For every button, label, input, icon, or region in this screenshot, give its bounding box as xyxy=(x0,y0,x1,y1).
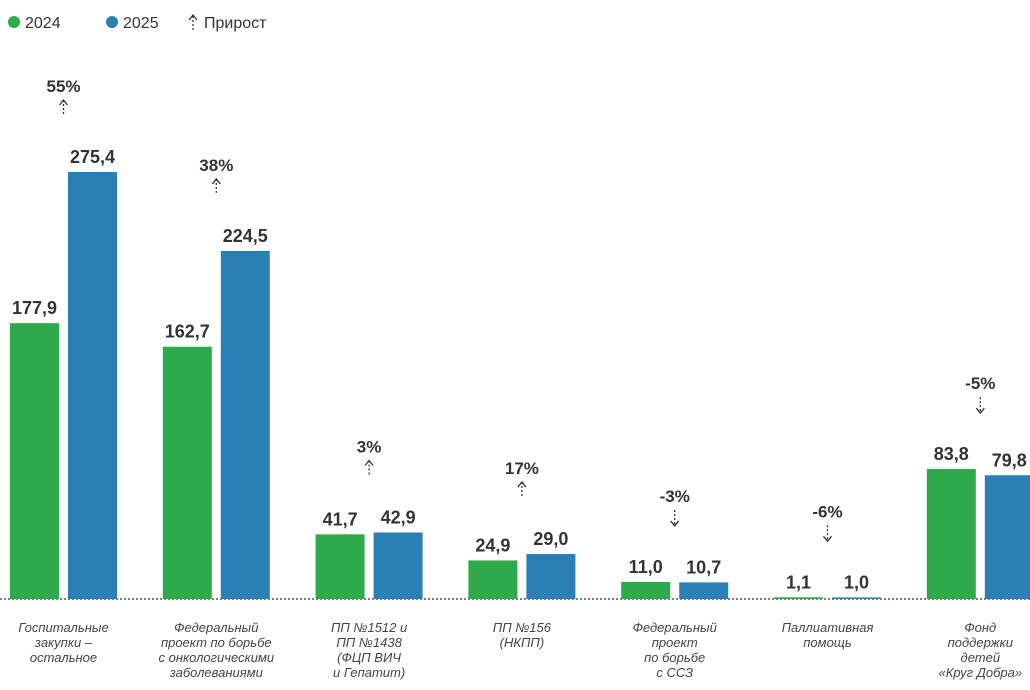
category-label: Госпитальные закупки – остальное xyxy=(18,620,108,665)
category-label: Фонд поддержки детей «Круг Добра» xyxy=(938,620,1022,680)
value-label: 42,9 xyxy=(381,507,416,527)
growth-arrow-head xyxy=(670,520,680,527)
category-line: (НКПП) xyxy=(500,635,545,650)
bar xyxy=(526,554,576,599)
growth-label: -3% xyxy=(660,487,690,506)
growth-arrow xyxy=(975,397,985,415)
growth-label: 17% xyxy=(505,459,539,478)
bar xyxy=(926,469,976,599)
category-line: Федеральный xyxy=(174,620,258,635)
legend-label: 2025 xyxy=(123,15,159,32)
legend-label: 2024 xyxy=(25,15,61,32)
value-label: 83,8 xyxy=(934,444,969,464)
category-line: помощь xyxy=(803,635,852,650)
category-line: заболеваниями xyxy=(169,665,263,680)
growth-arrow xyxy=(364,459,374,477)
category-line: с онкологическими xyxy=(158,650,274,665)
category-line: и Гепатит) xyxy=(333,665,405,680)
value-label: 10,7 xyxy=(686,557,721,577)
legend-label: Прирост xyxy=(204,15,267,32)
value-label: 162,7 xyxy=(165,322,210,342)
category-label: Федеральный проект по борьбе с онкологичес… xyxy=(158,620,274,680)
category-label: ПП №1512 и ПП №1438 (ФЦП ВИЧ и Гепатит) xyxy=(331,620,407,680)
value-label: 224,5 xyxy=(223,226,268,246)
category-line: «Круг Добра» xyxy=(938,665,1022,680)
bar xyxy=(373,532,423,599)
bar xyxy=(315,534,365,599)
category-line: Федеральный xyxy=(633,620,717,635)
growth-label: 38% xyxy=(199,156,233,175)
growth-arrow-head xyxy=(975,407,985,415)
bar xyxy=(832,597,881,599)
category-line: (ФЦП ВИЧ xyxy=(337,650,401,665)
category-label: Федеральный проект по борьбе с ССЗ xyxy=(633,620,717,680)
growth-arrow-head xyxy=(364,459,374,466)
bar xyxy=(468,560,518,599)
growth-arrow xyxy=(670,509,680,527)
category-line: Паллиативная xyxy=(782,620,874,635)
value-label: 79,8 xyxy=(992,450,1027,470)
bar xyxy=(162,346,212,599)
category-line: ПП №1512 и xyxy=(331,620,407,635)
bar xyxy=(774,597,823,599)
value-label: 177,9 xyxy=(12,298,57,318)
growth-label: 55% xyxy=(46,77,80,96)
growth-arrow xyxy=(58,98,69,116)
value-label: 24,9 xyxy=(475,535,510,555)
legend-arrow xyxy=(188,13,198,30)
value-label: 41,7 xyxy=(323,509,358,529)
legend-swatch xyxy=(106,16,118,28)
legend-swatch xyxy=(8,16,20,28)
growth-arrow xyxy=(211,177,221,195)
category-label: ПП №156 (НКПП) xyxy=(493,620,552,650)
category-line: по борьбе xyxy=(644,650,705,665)
value-label: 1,1 xyxy=(786,572,811,592)
category-line: остальное xyxy=(30,650,97,665)
category-label: Паллиативная помощь xyxy=(782,620,874,650)
value-label: 275,4 xyxy=(70,147,115,167)
bar xyxy=(984,475,1030,599)
growth-arrow-head xyxy=(58,98,69,106)
bar xyxy=(621,581,671,599)
category-line: Госпитальные xyxy=(18,620,108,635)
growth-arrow-head xyxy=(822,535,833,543)
growth-arrow xyxy=(517,480,527,499)
category-line: ПП №156 xyxy=(493,620,552,635)
category-line: проект xyxy=(652,635,698,650)
bar xyxy=(220,250,270,600)
value-label: 1,0 xyxy=(844,572,869,592)
category-line: Фонд xyxy=(964,620,996,635)
category-line: проект по борьбе xyxy=(161,635,272,650)
bar xyxy=(68,172,117,599)
growth-arrow-head xyxy=(211,177,221,185)
growth-label: -6% xyxy=(812,502,842,521)
category-line: поддержки xyxy=(948,635,1013,650)
value-label: 11,0 xyxy=(629,557,663,577)
category-line: закупки – xyxy=(34,635,93,650)
value-label: 29,0 xyxy=(533,529,568,549)
bar xyxy=(679,582,729,599)
growth-arrow-head xyxy=(517,480,527,488)
growth-label: -5% xyxy=(965,374,995,393)
category-line: детей xyxy=(961,650,1001,665)
bar xyxy=(10,323,59,599)
category-line: с ССЗ xyxy=(656,665,693,680)
category-line: ПП №1438 xyxy=(336,635,402,650)
growth-label: 3% xyxy=(357,437,382,456)
growth-arrow xyxy=(822,525,833,543)
